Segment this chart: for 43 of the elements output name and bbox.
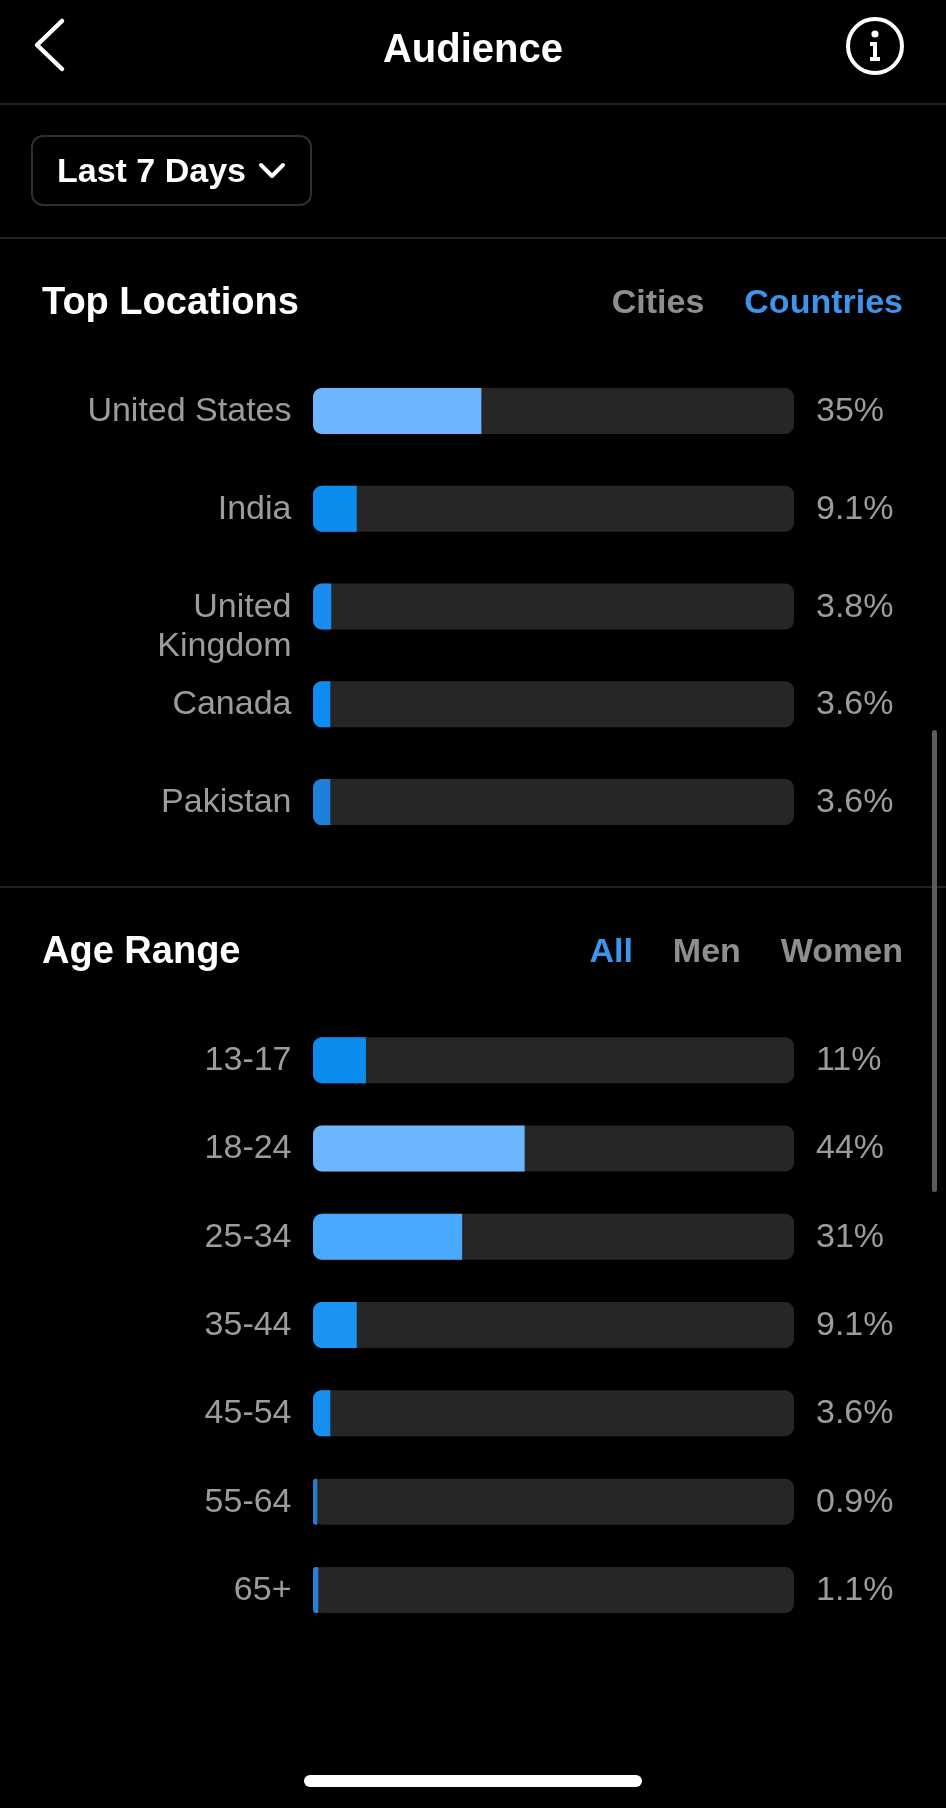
bar bbox=[313, 1566, 319, 1613]
text: All bbox=[589, 930, 633, 972]
data-label: 9.1% bbox=[816, 487, 894, 526]
data-label: 31% bbox=[816, 1215, 885, 1254]
y-tick-label: Canada bbox=[172, 683, 292, 722]
bar bbox=[313, 1037, 366, 1084]
text: Women bbox=[780, 930, 903, 972]
data-label: 3.8% bbox=[816, 585, 894, 624]
data-label: 1.1% bbox=[816, 1568, 894, 1607]
y-tick-label: 35-44 bbox=[204, 1304, 292, 1343]
data-label: 3.6% bbox=[816, 781, 894, 820]
bar bbox=[313, 1213, 463, 1260]
y-tick-label: 18-24 bbox=[204, 1127, 292, 1166]
y-tick-label: 25-34 bbox=[204, 1215, 292, 1254]
y-tick-label: 13-17 bbox=[204, 1039, 292, 1078]
y-tick-label: India bbox=[217, 487, 292, 526]
y-tick-label: 45-54 bbox=[204, 1392, 292, 1431]
data-label: 35% bbox=[816, 389, 885, 428]
bar bbox=[313, 485, 357, 532]
text: Countries bbox=[744, 281, 903, 322]
chart-title: Age Range bbox=[42, 928, 241, 974]
bar bbox=[313, 583, 332, 630]
data-label: 44% bbox=[816, 1127, 885, 1166]
y-tick-label: United States bbox=[87, 389, 292, 428]
data-label: 9.1% bbox=[816, 1304, 894, 1343]
text: Audience bbox=[382, 25, 564, 72]
dropdown: Last 7 Days bbox=[31, 135, 312, 206]
bar bbox=[313, 779, 331, 826]
text: Men bbox=[672, 930, 741, 972]
data-label: 3.6% bbox=[816, 683, 894, 722]
bar bbox=[313, 681, 331, 728]
bar bbox=[313, 1390, 331, 1437]
bar bbox=[313, 1478, 318, 1525]
bar bbox=[313, 1302, 357, 1349]
text: Cities bbox=[611, 281, 705, 322]
data-label: 3.6% bbox=[816, 1392, 894, 1431]
y-tick-label: United Kingdom bbox=[157, 585, 292, 663]
y-tick-label: 65+ bbox=[233, 1568, 292, 1607]
y-tick-label: 55-64 bbox=[204, 1480, 292, 1519]
chart-title: Top Locations bbox=[42, 279, 299, 324]
data-label: 0.9% bbox=[816, 1480, 894, 1519]
y-tick-label: Pakistan bbox=[161, 781, 292, 820]
data-label: 11% bbox=[816, 1039, 882, 1078]
